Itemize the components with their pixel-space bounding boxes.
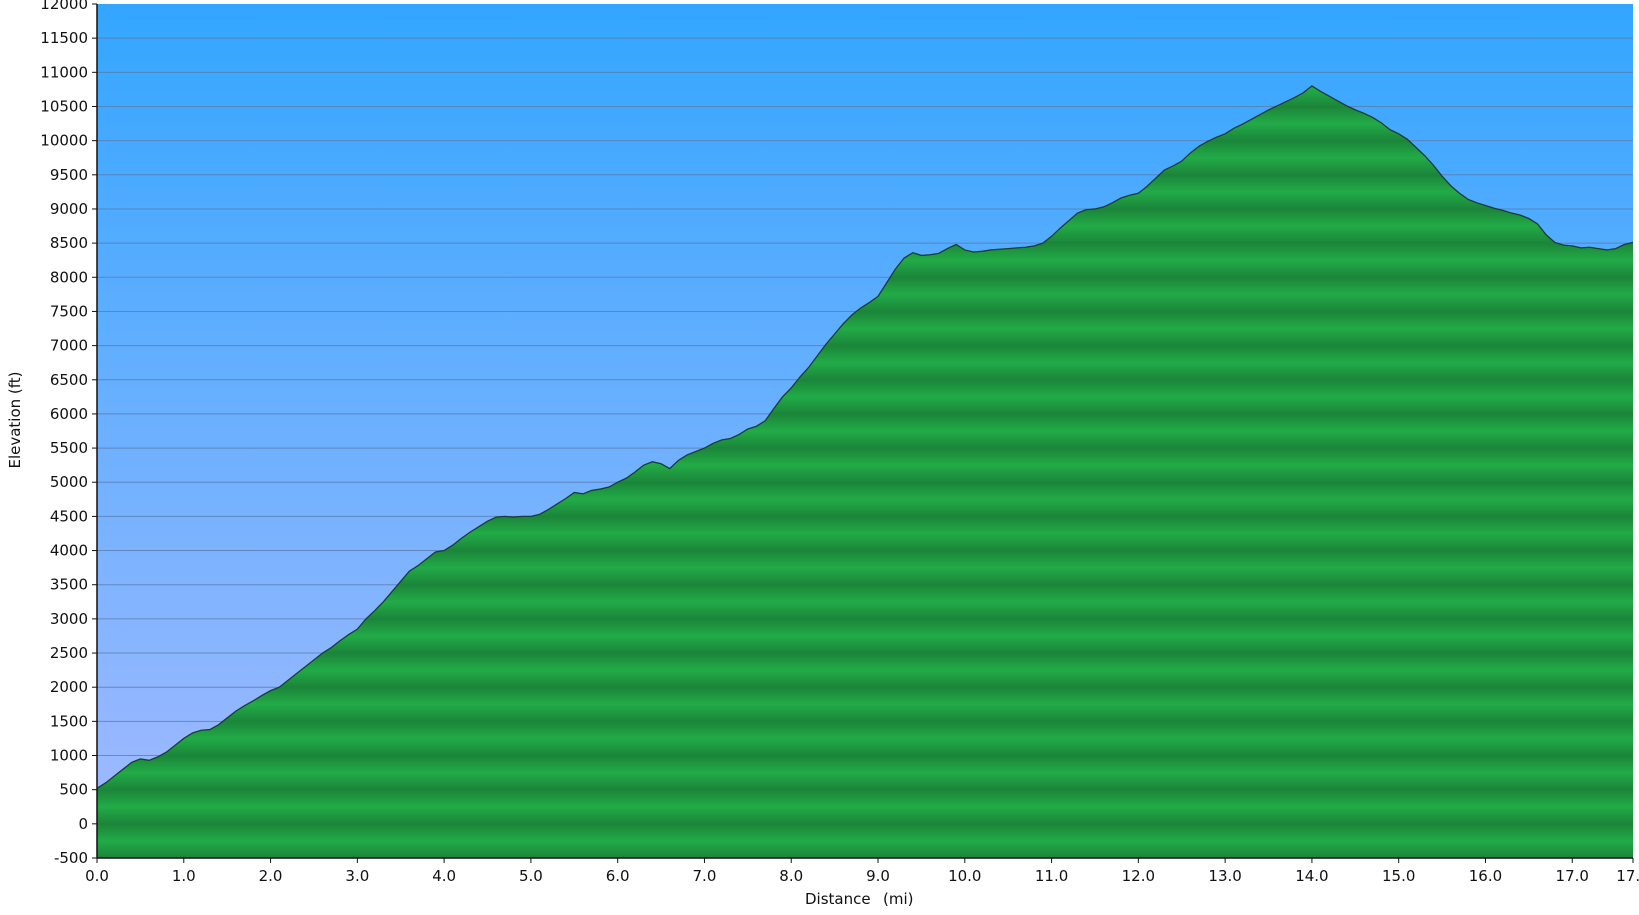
y-tick-label: 2000 <box>50 678 88 696</box>
x-tick-label: 9.0 <box>866 867 890 885</box>
y-tick-label: 10500 <box>40 97 88 115</box>
y-tick-label: 1000 <box>50 747 88 765</box>
x-tick-label: 7.0 <box>693 867 717 885</box>
y-tick-label: 5500 <box>50 439 88 457</box>
y-tick-label: 7000 <box>50 337 88 355</box>
x-tick-label: 17.7 <box>1616 867 1639 885</box>
x-tick-label: 13.0 <box>1208 867 1241 885</box>
elevation-area <box>97 85 1633 858</box>
y-axis-title: Elevation (ft) <box>6 371 24 468</box>
y-tick-label: 0 <box>78 815 88 833</box>
x-tick-label: 0.0 <box>85 867 109 885</box>
x-tick-label: 5.0 <box>519 867 543 885</box>
y-tick-label: 3000 <box>50 610 88 628</box>
axes <box>96 4 1633 859</box>
elevation-line <box>97 85 1633 789</box>
y-tick-label: 1500 <box>50 712 88 730</box>
y-tick-label: 4000 <box>50 542 88 560</box>
y-tick-label: 6500 <box>50 371 88 389</box>
y-tick-label: 7500 <box>50 302 88 320</box>
x-tick-label: 17.0 <box>1556 867 1589 885</box>
y-tick-label: 10000 <box>40 132 88 150</box>
x-tick-label: 8.0 <box>779 867 803 885</box>
y-tick-label: 11500 <box>40 29 88 47</box>
x-tick-label: 2.0 <box>259 867 283 885</box>
y-tick-label: -500 <box>54 849 88 867</box>
x-tick-label: 6.0 <box>606 867 630 885</box>
x-tick-label: 10.0 <box>948 867 981 885</box>
y-tick-label: 6000 <box>50 405 88 423</box>
y-ticks: 1200011500110001050010000950090008500800… <box>40 0 97 867</box>
y-tick-label: 3500 <box>50 576 88 594</box>
y-tick-label: 11000 <box>40 63 88 81</box>
x-tick-label: 4.0 <box>432 867 456 885</box>
y-tick-label: 8500 <box>50 234 88 252</box>
y-tick-label: 9000 <box>50 200 88 218</box>
x-tick-label: 16.0 <box>1469 867 1502 885</box>
x-tick-label: 14.0 <box>1295 867 1328 885</box>
x-tick-label: 3.0 <box>345 867 369 885</box>
x-tick-label: 15.0 <box>1382 867 1415 885</box>
y-tick-label: 9500 <box>50 166 88 184</box>
y-tick-label: 2500 <box>50 644 88 662</box>
y-tick-label: 8000 <box>50 268 88 286</box>
y-tick-label: 12000 <box>40 0 88 13</box>
x-ticks: 0.0 1.0 2.0 3.0 4.0 5.0 6.0 7.0 8.0 9.0 10.0 11.0 12… <box>85 858 1639 885</box>
y-tick-label: 4500 <box>50 507 88 525</box>
x-tick-label: 1.0 <box>172 867 196 885</box>
y-tick-label: 5000 <box>50 473 88 491</box>
x-axis-unit: (mi) <box>883 890 913 908</box>
x-axis-title: Distance <box>805 890 871 908</box>
y-tick-label: 500 <box>59 781 88 799</box>
x-tick-label: 12.0 <box>1122 867 1155 885</box>
x-tick-label: 11.0 <box>1035 867 1068 885</box>
